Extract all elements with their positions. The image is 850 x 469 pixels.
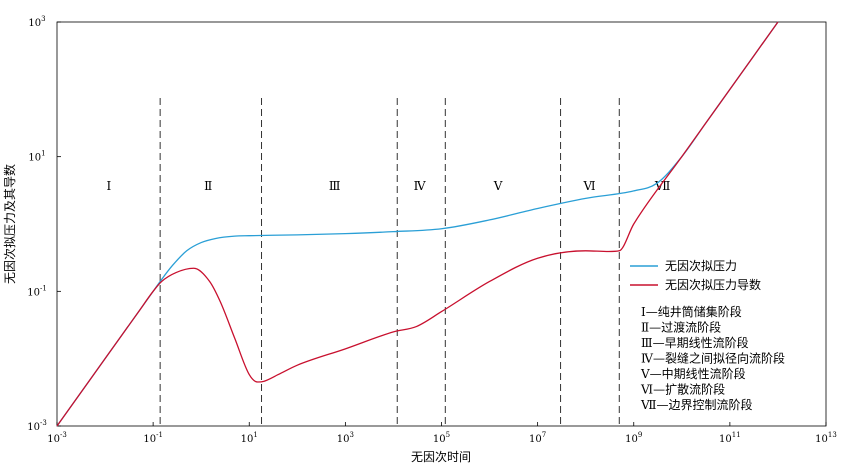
stage-note: Ⅵ—扩散流阶段: [640, 382, 725, 397]
stage-note: Ⅱ—过渡流阶段: [641, 320, 721, 335]
x-tick-label: 101: [241, 431, 258, 445]
stage-note: Ⅴ—中期线性流阶段: [640, 366, 746, 381]
x-tick-label: 1011: [719, 431, 741, 445]
series-lines: [56, 21, 779, 427]
stage-label: Ⅳ: [414, 179, 427, 193]
stage-note: Ⅰ—纯井筒储集阶段: [641, 304, 742, 319]
legend-label: 无因次拟压力: [665, 259, 737, 273]
stage-note: Ⅳ—裂缝之间拟径向流阶段: [641, 351, 785, 366]
stage-label: Ⅰ: [106, 179, 111, 193]
x-tick-label: 10-3: [47, 431, 67, 445]
y-tick-label: 103: [28, 15, 45, 29]
x-tick-label: 10-1: [143, 431, 163, 445]
x-tick-label: 107: [529, 431, 546, 445]
stage-notes: Ⅰ—纯井筒储集阶段Ⅱ—过渡流阶段Ⅲ—早期线性流阶段Ⅳ—裂缝之间拟径向流阶段Ⅴ—中…: [640, 304, 785, 412]
stage-note: Ⅶ—边界控制流阶段: [640, 397, 753, 412]
x-tick-label: 1013: [815, 431, 837, 445]
series-line-2: [56, 21, 779, 427]
y-axis-ticks: 10-3 10-1 101 103: [27, 15, 61, 433]
x-tick-label: 109: [625, 431, 642, 445]
legend-label: 无因次拟压力导数: [665, 277, 761, 292]
stage-label: Ⅵ: [582, 179, 595, 193]
y-tick-label: 101: [28, 150, 45, 164]
stage-label: Ⅴ: [493, 179, 503, 193]
y-tick-label: 10-3: [27, 419, 47, 433]
stage-note: Ⅲ—早期线性流阶段: [641, 335, 749, 350]
x-axis-ticks: 10-3 10-1 101 103 105 107 109 1011 1013: [47, 422, 837, 445]
stage-boundaries: [159, 98, 620, 426]
stage-label: Ⅲ: [329, 179, 341, 193]
x-axis-title: 无因次时间: [411, 450, 471, 464]
x-tick-label: 103: [337, 431, 354, 445]
x-tick-label: 105: [433, 431, 450, 445]
y-tick-label: 10-1: [27, 284, 47, 298]
stage-label: Ⅱ: [204, 179, 212, 193]
series-line-1: [56, 21, 779, 427]
y-axis-title: 无因次拟压力及其导数: [2, 164, 17, 284]
